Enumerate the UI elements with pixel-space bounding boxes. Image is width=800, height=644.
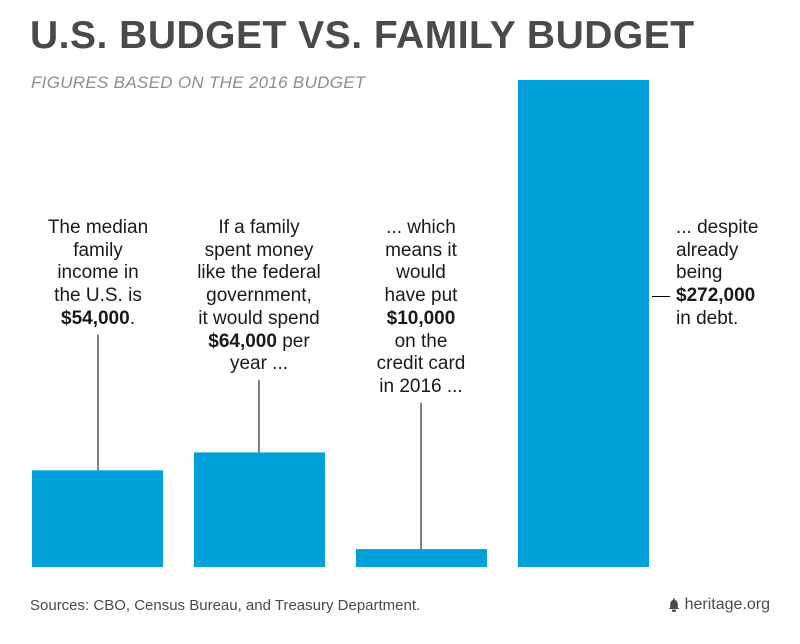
- annotation-line: ... which: [386, 217, 456, 238]
- annotation-line: ... despite: [676, 217, 759, 238]
- bar-3: [356, 549, 487, 567]
- annotation-line: $64,000 per: [208, 330, 310, 352]
- bell-icon: [668, 598, 680, 612]
- chart-title: U.S. BUDGET VS. FAMILY BUDGET: [30, 14, 695, 57]
- annotation-line: like the federal: [197, 262, 321, 284]
- annotation-line: already: [676, 239, 739, 261]
- annotation-line: year ...: [229, 353, 289, 375]
- annotation-line: means it: [385, 239, 457, 261]
- bar-2: [194, 452, 325, 567]
- annotation-line: in 2016 ...: [379, 375, 463, 397]
- annotation-line: income in: [57, 262, 139, 284]
- annotation-2: If a family spent money like the federal go…: [197, 217, 321, 376]
- annotation-line: credit card: [376, 353, 466, 375]
- annotation-line: family: [73, 239, 123, 261]
- brand-label: heritage.org: [684, 596, 770, 613]
- bar-1: [32, 470, 163, 567]
- annotation-line: have put: [384, 285, 458, 307]
- annotation-line: on the: [394, 330, 448, 352]
- annotation-line: $10,000: [386, 307, 456, 329]
- annotation-line: If a family: [218, 217, 300, 238]
- brand[interactable]: heritage.org: [668, 596, 770, 614]
- annotation-line: spent money: [204, 239, 314, 261]
- annotation-line: it would spend: [198, 307, 320, 329]
- chart-subtitle: FIGURES BASED ON THE 2016 BUDGET: [31, 73, 366, 92]
- annotation-1: The median family income in the U.S. is $54,…: [48, 217, 148, 331]
- annotation-line: would: [396, 262, 446, 284]
- annotation-line: government,: [206, 285, 312, 307]
- annotation-line: $54,000.: [61, 307, 135, 329]
- annotation-line: being: [676, 262, 723, 284]
- annotation-line: $272,000: [676, 285, 756, 307]
- sources-note: Sources: CBO, Census Bureau, and Treasur…: [30, 597, 421, 614]
- annotation-line: in debt.: [676, 307, 739, 329]
- annotation-4: ... despite already being $272,000 in debt.: [676, 217, 758, 331]
- annotation-line: the U.S. is: [54, 285, 142, 307]
- annotation-3: ... which means it would have put $10,000 on …: [377, 217, 466, 399]
- annotation-line: The median: [47, 217, 149, 238]
- bar-4: [518, 80, 649, 567]
